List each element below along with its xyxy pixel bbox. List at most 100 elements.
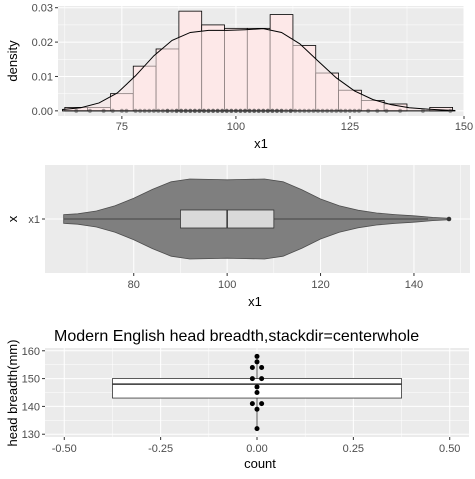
rug-point	[201, 108, 207, 113]
rug-point	[174, 108, 179, 113]
rug-point	[265, 108, 270, 113]
rug-point	[197, 108, 202, 113]
rug-point	[375, 108, 380, 113]
y-tick-label: 0.03	[32, 3, 53, 15]
rug-point	[283, 108, 289, 113]
x-tick-label: 100	[227, 121, 245, 133]
rug-point	[224, 108, 229, 113]
rug-points	[74, 108, 453, 113]
dot-point	[254, 384, 260, 390]
x-tick-label: 0.00	[246, 443, 267, 455]
head-breadth-dots	[249, 353, 265, 432]
histogram-x-ticks: 75 100 125 150	[116, 116, 473, 133]
rug-point	[247, 108, 252, 113]
head-breadth-y-ticks: 130 140 150 160	[22, 346, 45, 441]
x-tick-label: 100	[218, 279, 236, 291]
histogram-x-axis-title: x1	[254, 136, 268, 151]
violin-category-label: x1	[28, 214, 40, 226]
rug-point	[179, 108, 184, 113]
dot-point	[249, 401, 255, 407]
x-tick-label: 0.50	[439, 443, 460, 455]
rug-point	[174, 108, 179, 113]
x-tick-label: -0.50	[52, 443, 77, 455]
rug-point	[192, 108, 197, 113]
rug-point	[261, 108, 266, 113]
rug-point	[356, 108, 362, 113]
rug-point	[265, 108, 270, 113]
x-tick-label: 75	[116, 121, 128, 133]
rug-point	[279, 108, 284, 113]
rug-point	[215, 108, 220, 113]
rug-point	[366, 108, 371, 113]
rug-point	[347, 108, 353, 113]
dot-point	[259, 376, 265, 382]
rug-point	[151, 108, 156, 113]
rug-point	[206, 108, 211, 113]
rug-point	[188, 108, 193, 113]
y-tick-label: 0.01	[32, 71, 53, 83]
rug-point	[156, 108, 161, 113]
rug-point	[133, 108, 138, 113]
rug-point	[220, 108, 225, 113]
rug-point	[183, 108, 188, 113]
rug-point	[315, 108, 321, 113]
rug-point	[297, 108, 302, 113]
rug-point	[229, 108, 234, 113]
outlier-point	[446, 216, 452, 222]
rug-point	[215, 108, 220, 113]
rug-point	[165, 108, 170, 113]
rug-point	[101, 108, 106, 113]
violin-x-axis-title: x1	[248, 294, 262, 309]
y-tick-label: 0.02	[32, 37, 53, 49]
rug-point	[334, 108, 339, 113]
rug-point	[279, 108, 284, 113]
violin-x-ticks: 80 100 120 140	[128, 273, 423, 291]
rug-point	[247, 108, 252, 113]
rug-point	[398, 108, 403, 113]
rug-point	[138, 108, 143, 113]
rug-point	[238, 108, 243, 113]
rug-point	[252, 108, 257, 113]
rug-point	[302, 108, 307, 113]
rug-point	[448, 108, 453, 113]
x-tick-label: 150	[455, 121, 473, 133]
x-tick-label: 0.25	[343, 443, 364, 455]
y-tick-label: 160	[22, 346, 40, 358]
rug-point	[142, 108, 147, 113]
rug-point	[197, 108, 202, 113]
rug-point	[238, 108, 243, 113]
rug-point	[188, 108, 193, 113]
y-tick-label: 140	[22, 401, 40, 413]
x-tick-label: 125	[341, 121, 359, 133]
histogram-density-chart: 75 100 125 150 0.00 0.01 0.02 0.03 x1 density	[5, 3, 473, 151]
rug-point	[192, 108, 197, 113]
rug-point	[206, 108, 211, 113]
rug-point	[124, 108, 129, 113]
rug-point	[420, 108, 426, 113]
rug-point	[256, 108, 261, 113]
rug-point	[169, 108, 175, 113]
rug-point	[242, 108, 248, 113]
head-breadth-x-axis-title: count	[244, 456, 276, 471]
violin-boxplot	[63, 209, 452, 229]
rug-point	[165, 108, 170, 113]
rug-point	[110, 108, 115, 113]
rug-point	[329, 108, 334, 113]
rug-point	[119, 108, 124, 113]
x-tick-label: 140	[405, 279, 423, 291]
rug-point	[261, 108, 266, 113]
dot-point	[249, 376, 255, 382]
rug-point	[274, 108, 280, 113]
rug-point	[274, 108, 280, 113]
dot-point	[249, 364, 255, 370]
rug-point	[220, 108, 225, 113]
rug-point	[147, 108, 152, 113]
dot-point	[254, 406, 260, 412]
dot-point	[254, 353, 260, 359]
dot-point	[259, 364, 265, 370]
rug-point	[233, 108, 239, 113]
rug-point	[352, 108, 357, 113]
dot-point	[254, 390, 260, 395]
dot-point	[259, 401, 265, 407]
